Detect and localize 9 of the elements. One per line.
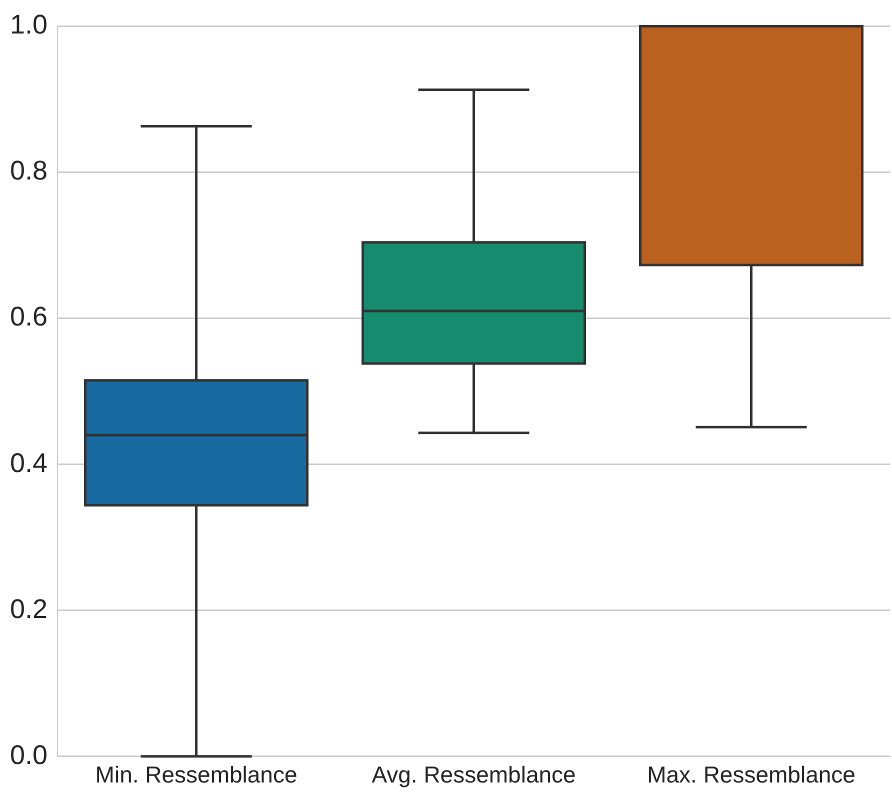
y-tick-label: 0.4 — [10, 448, 48, 478]
x-tick-label: Max. Ressemblance — [647, 762, 856, 788]
y-tick-label: 0.0 — [10, 740, 48, 770]
x-tick-label: Min. Ressemblance — [95, 762, 298, 788]
y-tick-label: 0.2 — [10, 594, 48, 624]
y-tick-label: 0.6 — [10, 302, 48, 332]
y-tick-label: 0.8 — [10, 156, 48, 186]
x-tick-label: Avg. Ressemblance — [372, 762, 576, 788]
y-tick-label: 1.0 — [10, 10, 48, 40]
